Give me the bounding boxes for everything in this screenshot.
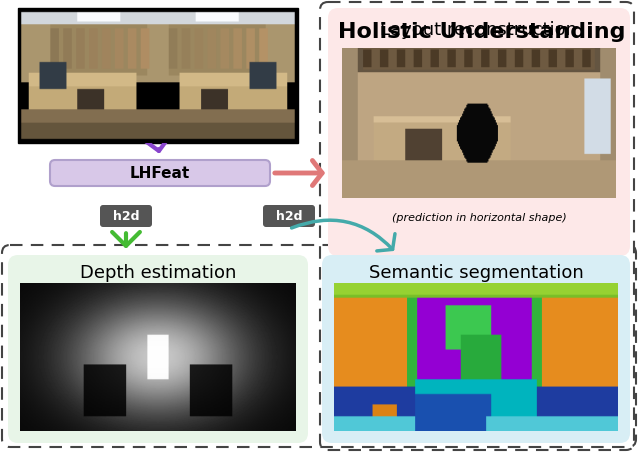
Text: h2d: h2d: [276, 209, 302, 222]
FancyBboxPatch shape: [100, 205, 152, 227]
Text: Holistic Understanding: Holistic Understanding: [339, 22, 626, 42]
FancyBboxPatch shape: [328, 8, 630, 256]
Text: Semantic segmentation: Semantic segmentation: [369, 264, 584, 282]
Text: Layout reconstruction: Layout reconstruction: [381, 21, 577, 39]
Text: LHFeat: LHFeat: [130, 166, 190, 181]
Text: Depth estimation: Depth estimation: [80, 264, 236, 282]
FancyBboxPatch shape: [322, 255, 630, 443]
Bar: [18, 8, 298, 143]
FancyBboxPatch shape: [8, 255, 308, 443]
FancyBboxPatch shape: [263, 205, 315, 227]
Text: (prediction in horizontal shape): (prediction in horizontal shape): [392, 213, 566, 223]
Text: h2d: h2d: [113, 209, 140, 222]
FancyBboxPatch shape: [50, 160, 270, 186]
